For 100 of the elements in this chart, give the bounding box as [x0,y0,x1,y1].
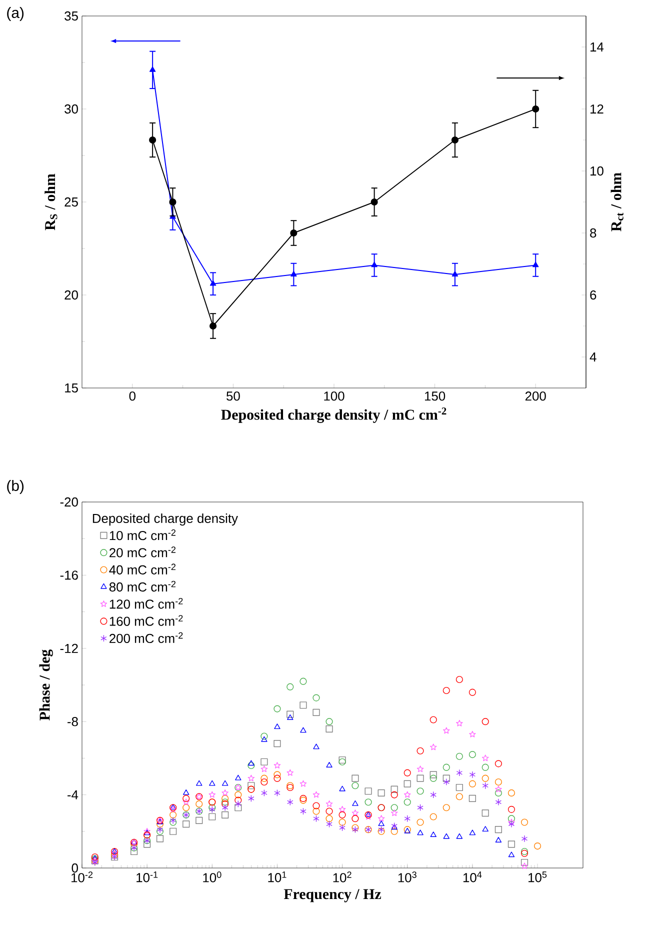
point [482,826,488,832]
y-tick-label: 35 [64,11,78,21]
point [508,789,516,797]
point [468,751,476,758]
legend-label: 40 mC cm$^{-2}$ [109,564,176,574]
point [300,678,307,685]
y-tick-label: 20 [64,290,78,300]
point [521,862,528,870]
y-tick-label: 30 [64,104,78,114]
legend-title: Deposited charge density [92,513,238,526]
point [352,815,359,822]
point [182,820,190,828]
point [495,798,502,806]
point [326,820,332,828]
point [338,806,346,812]
point [130,848,138,856]
point [170,811,177,818]
point [234,796,242,804]
point [222,780,228,786]
x-tick-label: 10$^{0}$ [203,872,222,882]
x-tick-label: 200 [525,392,546,401]
point [404,791,411,798]
point [210,280,216,286]
x-tick-label: 10$^{3}$ [398,872,416,882]
y2-tick-label: 10 [590,166,604,176]
point [235,774,242,780]
point [208,791,216,798]
point [416,788,424,795]
point [352,800,358,806]
point [300,727,306,733]
point [234,791,242,798]
point [248,774,255,782]
point [312,791,320,798]
point [404,769,411,776]
point [260,732,268,740]
y-tick-label: 25 [64,197,78,207]
point [222,804,228,812]
point [495,837,502,842]
point [370,198,378,206]
point [300,702,307,709]
point [274,705,281,712]
point [390,828,398,835]
x-axis-title: Frequency / Hz [284,889,381,902]
point [442,774,450,782]
point [286,683,294,690]
y-tick-label: -8 [68,717,78,726]
point [261,736,268,742]
point [468,794,476,802]
point [149,136,156,144]
point [404,798,411,806]
y-tick-label: -4 [68,790,78,800]
point [210,322,217,330]
point [182,798,190,806]
point [416,774,424,782]
point [482,764,489,771]
point [456,676,463,684]
point [416,766,424,772]
y2-tick-label: 8 [590,228,596,238]
point [371,262,378,268]
x-tick-label: 10$^{-2}$ [72,872,93,882]
point [442,764,450,771]
point [430,774,437,782]
y2-tick-label: 14 [590,42,604,52]
point [326,725,333,732]
x-tick-label: 150 [424,392,446,401]
point [290,229,298,237]
point [430,771,437,778]
chart-title: (a) [7,7,24,21]
point [520,818,528,826]
point [443,727,450,734]
point [196,800,203,808]
y2-axis-title: R$_{ct}$ / ohm [610,172,624,232]
point [482,718,489,726]
legend-label: 120 mC cm$^{-2}$ [110,598,183,609]
point [456,752,463,760]
point [390,786,398,793]
point [364,798,372,806]
point [443,833,450,839]
x-tick-label: 100 [324,392,344,401]
point [494,789,502,797]
point [430,716,437,724]
point [312,708,320,716]
point [170,828,177,835]
point [430,813,437,820]
point [352,774,359,782]
point [520,858,528,866]
point [312,808,320,815]
x-tick-label: 10$^{-1}$ [136,872,158,882]
point [508,815,516,822]
point [482,774,489,782]
point [494,826,502,834]
point [417,830,424,836]
y-tick-label: 0 [72,863,78,873]
point [416,747,424,754]
point [430,791,436,798]
y2-tick-label: 12 [590,104,604,114]
point [326,808,333,815]
legend-label: 80 mC cm$^{-2}$ [109,580,176,592]
point [290,270,297,276]
y-axis-title: R$_{S}$ / ohm [44,174,58,230]
